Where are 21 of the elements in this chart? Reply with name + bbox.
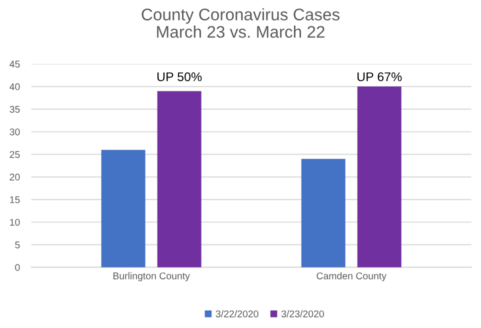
legend-label: 3/23/2020 (281, 310, 324, 318)
y-tick-label: 30 (10, 128, 20, 136)
bar (301, 158, 346, 268)
x-tick-label: Burlington County (113, 272, 190, 282)
chart-title: County Coronavirus Cases March 23 vs. March 22 (142, 8, 340, 38)
y-tick-label: 40 (10, 83, 20, 90)
y-tick-label: 45 (10, 60, 20, 68)
y-tick-label: 35 (10, 106, 20, 113)
annotation: UP 67% (358, 72, 402, 82)
y-tick-label: 25 (10, 151, 20, 158)
y-tick-label: 5 (15, 242, 20, 248)
annotation: UP 50% (157, 72, 202, 82)
y-tick-label: 20 (10, 174, 20, 181)
bar (157, 91, 202, 268)
y-tick-label: 10 (10, 218, 20, 226)
legend-label: 3/22/2020 (216, 310, 258, 318)
bar (357, 86, 402, 268)
y-tick-label: 15 (10, 196, 20, 204)
x-tick-label: Camden County (316, 272, 386, 282)
bar (101, 150, 146, 268)
y-tick-label: 0 (15, 264, 20, 271)
